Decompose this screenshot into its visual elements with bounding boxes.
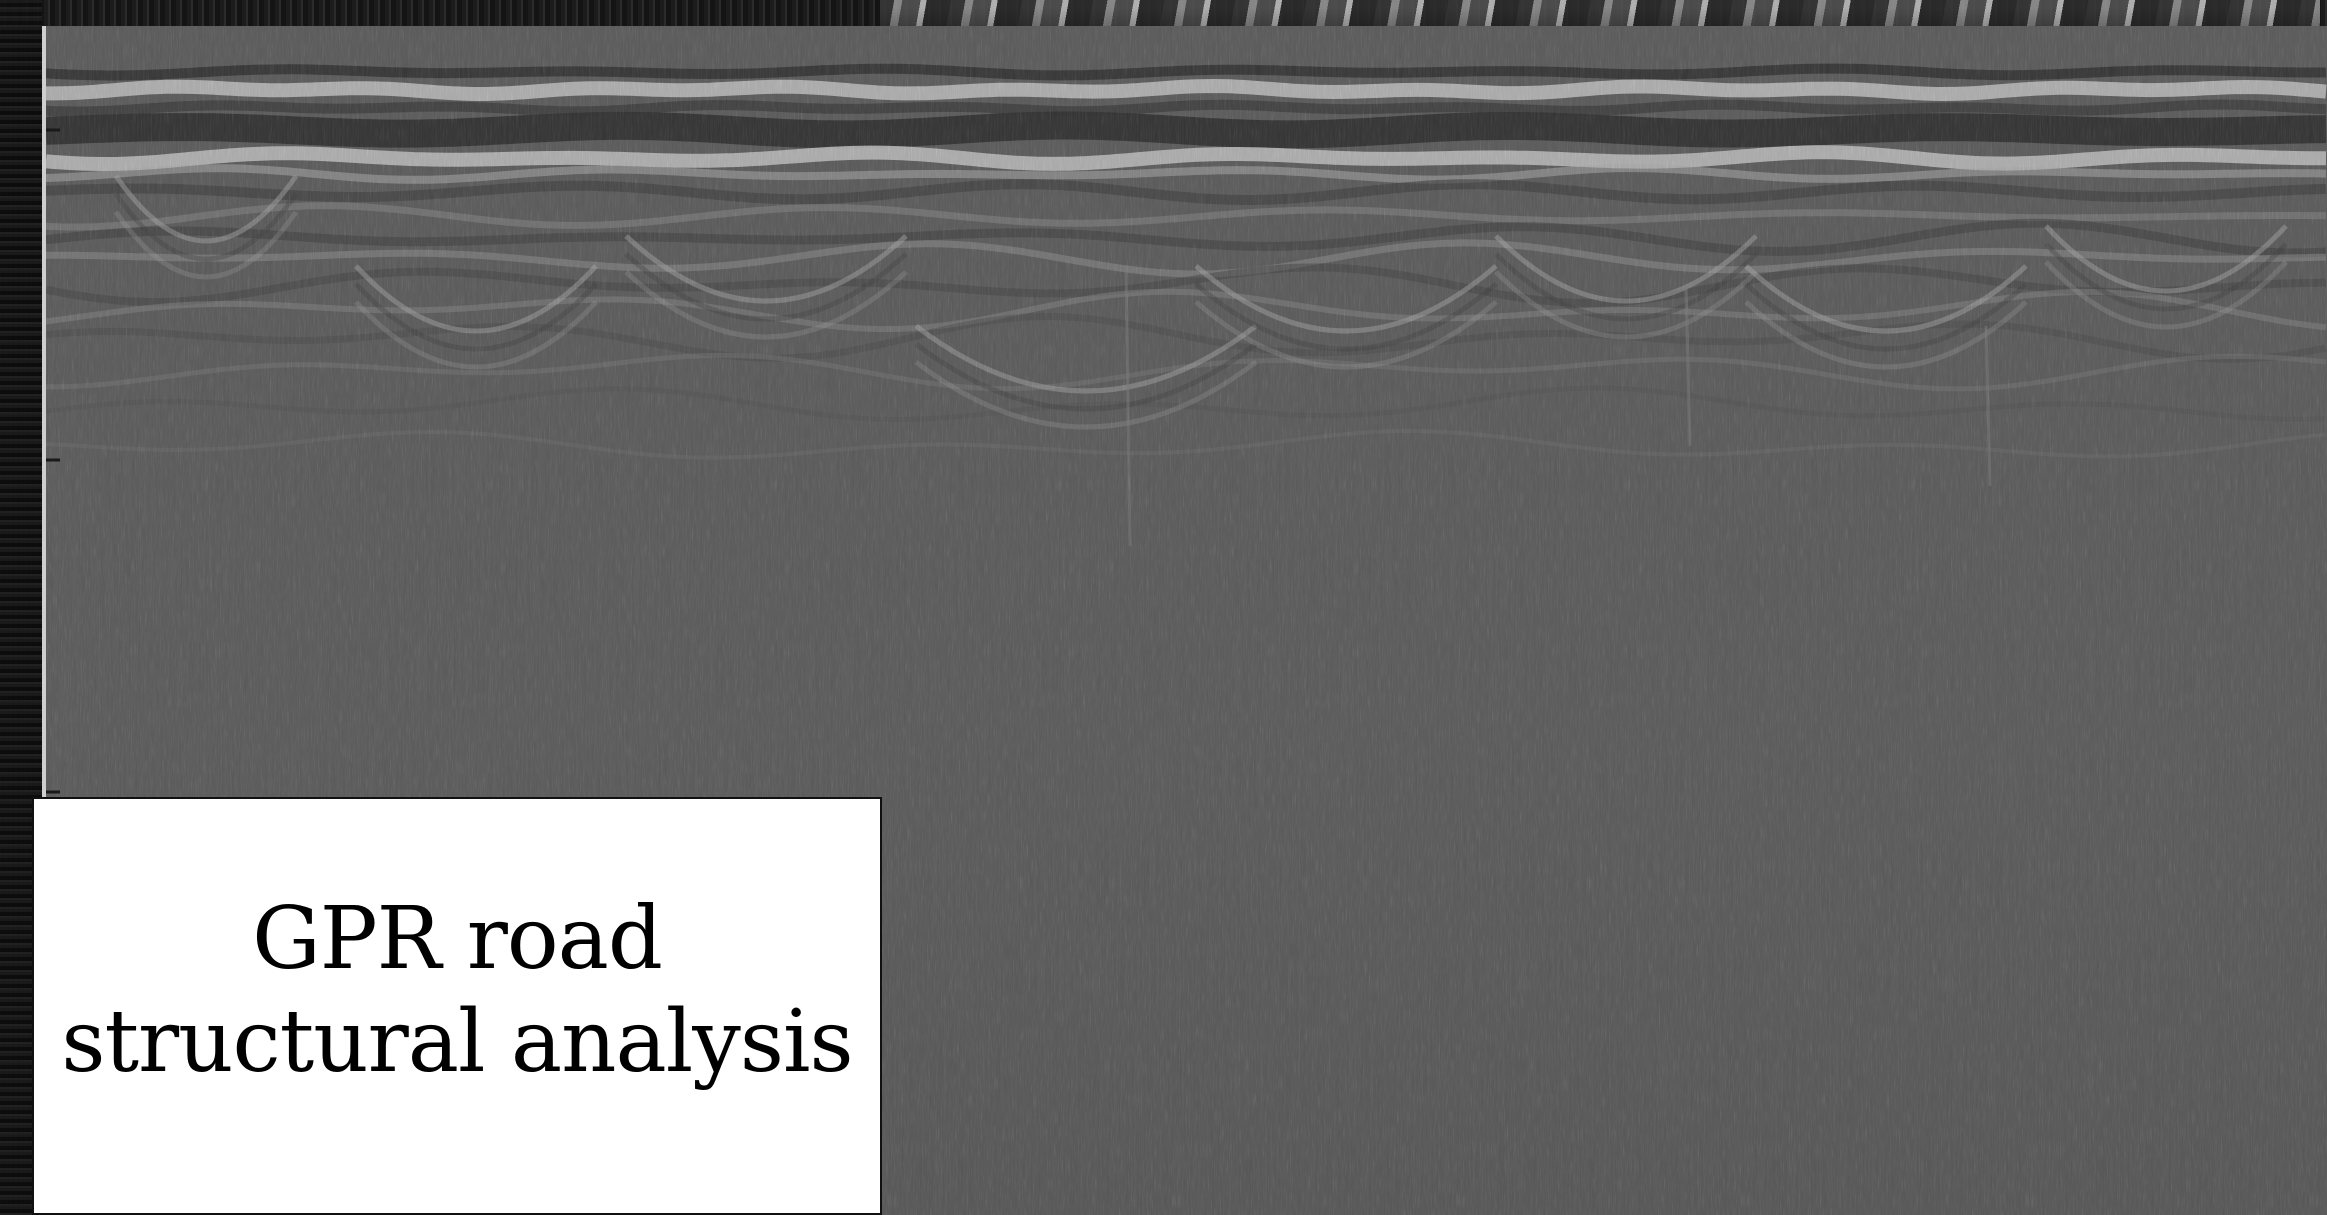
caption-box: GPR road structural analysis: [32, 797, 882, 1215]
depth-ticks: [46, 128, 60, 794]
caption-title: GPR road structural analysis: [61, 888, 853, 1092]
top-texture-highlight: [880, 0, 2320, 26]
